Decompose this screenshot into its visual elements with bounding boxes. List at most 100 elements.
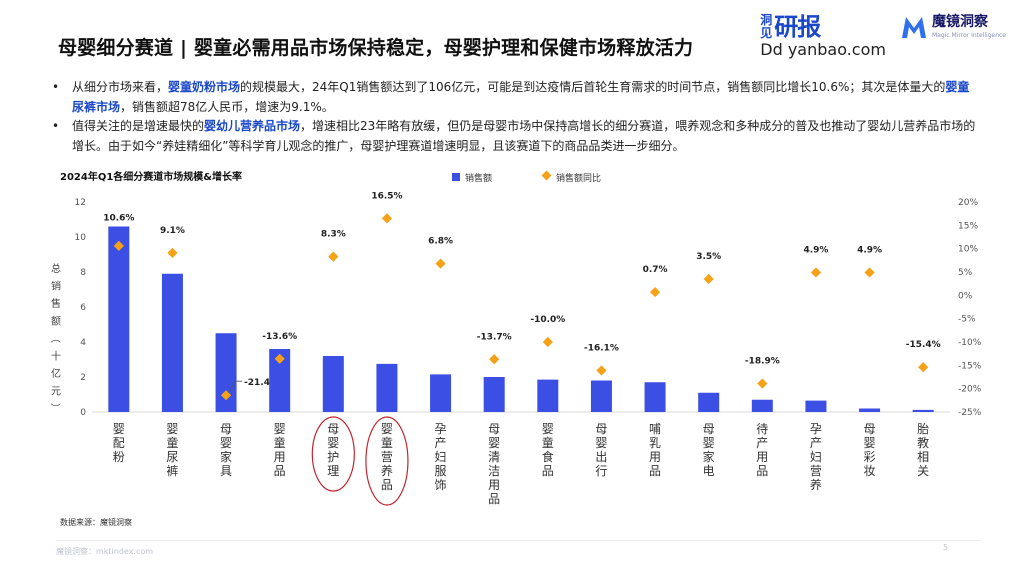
x-category-label-char: 教 bbox=[917, 435, 929, 450]
x-category-label-char: 食 bbox=[542, 449, 554, 464]
legend-bar-swatch bbox=[452, 173, 460, 181]
y-right-tick-label: -10% bbox=[958, 338, 982, 348]
bullet-text: 值得关注的是增速最快的 bbox=[72, 119, 205, 133]
growth-marker bbox=[167, 247, 178, 258]
growth-marker bbox=[381, 213, 393, 224]
footer-divider bbox=[56, 540, 982, 541]
y-left-tick-label: 12 bbox=[75, 198, 86, 208]
growth-marker bbox=[649, 286, 661, 298]
chart-title: 2024年Q1各细分赛道市场规模&增长率 bbox=[60, 170, 242, 183]
bar bbox=[108, 226, 130, 412]
x-category-label-char: 品 bbox=[542, 464, 554, 478]
x-category-label-char: 家 bbox=[220, 449, 232, 464]
x-category-label-char: 母 bbox=[595, 422, 607, 436]
x-category-label-char: 配 bbox=[113, 436, 125, 450]
mojing-logo: 魔镜洞察 Magic Mirror Intelligence bbox=[900, 14, 1006, 40]
growth-marker bbox=[220, 390, 232, 401]
page-title: 母婴细分赛道 | 婴童必需用品市场保持稳定，母婴护理和保健市场释放活力 bbox=[58, 37, 694, 59]
y-right-tick-label: 5% bbox=[958, 268, 973, 278]
highlight-text: 婴幼儿营养品市场 bbox=[204, 119, 301, 133]
y-right-tick-label: -5% bbox=[958, 315, 976, 325]
x-category-label-char: 产 bbox=[435, 436, 447, 450]
growth-data-label: 4.9% bbox=[857, 245, 882, 255]
highlight-text: 婴童奶粉市场 bbox=[168, 80, 241, 94]
y-right-tick-label: 15% bbox=[958, 221, 978, 231]
growth-marker bbox=[810, 267, 822, 278]
bar bbox=[912, 409, 934, 412]
x-category-label-char: 理 bbox=[327, 464, 339, 478]
growth-data-label: -13.6% bbox=[262, 332, 297, 342]
legend-marker-label: 销售额同比 bbox=[556, 172, 601, 184]
x-category-label-char: 胎 bbox=[917, 422, 929, 436]
x-category-label-char: 清 bbox=[488, 450, 500, 464]
mojing-logo-sub: Magic Mirror Intelligence bbox=[931, 32, 1006, 39]
x-category-label-char: 童 bbox=[274, 435, 286, 450]
x-category-label-char: 护 bbox=[327, 450, 339, 464]
logo-block: 洞见 研报 Dd yanbao.com 魔镜洞察 Magic Mirror In… bbox=[760, 14, 1006, 60]
x-category-label-char: 品 bbox=[274, 464, 286, 478]
x-category-label-char: 待 bbox=[756, 422, 768, 436]
growth-data-label: 10.6% bbox=[103, 214, 134, 224]
footer-site: 魔镜洞察：mktindex.com bbox=[56, 547, 154, 556]
y-left-tick-label: 4 bbox=[80, 338, 86, 348]
y-left-tick-label: 10 bbox=[75, 233, 87, 243]
bar bbox=[751, 399, 773, 412]
growth-data-label: 0.7% bbox=[643, 265, 668, 275]
highlight-text: 婴童尿裤市场 bbox=[72, 80, 970, 114]
data-source: 数据来源：魔镜洞察 bbox=[60, 518, 132, 527]
highlight-circle bbox=[365, 416, 409, 506]
x-category-label-char: 产 bbox=[810, 436, 822, 450]
y-axis-title-char: 十 bbox=[51, 350, 61, 363]
y-axis-title-char: 元 bbox=[51, 387, 61, 398]
x-category-label-char: 相 bbox=[917, 450, 929, 464]
dongbao-logo: 洞见 研报 Dd yanbao.com bbox=[760, 13, 886, 60]
y-axis-title-char: 亿 bbox=[51, 367, 61, 380]
growth-data-label: -18.9% bbox=[745, 357, 780, 367]
label-leader-line bbox=[228, 380, 243, 393]
sales-chart: 2024年Q1各细分赛道市场规模&增长率 销售额 销售额同比024681012-25… bbox=[49, 170, 982, 506]
growth-data-label: 4.9% bbox=[803, 245, 828, 255]
x-category-label-char: 婴 bbox=[488, 436, 500, 450]
highlight-circle bbox=[311, 416, 355, 492]
mojing-logo-name: 魔镜洞察 bbox=[931, 14, 988, 30]
x-category-label-char: 乳 bbox=[649, 436, 661, 450]
growth-data-label: 8.3% bbox=[321, 230, 346, 240]
x-category-label-char: 婴 bbox=[864, 436, 876, 450]
x-category-label-char: 母 bbox=[864, 422, 876, 436]
x-category-label-char: 洁 bbox=[488, 464, 500, 478]
x-category-label-char: 妇 bbox=[810, 450, 822, 464]
y-axis-title-char: 额 bbox=[51, 315, 61, 328]
growth-data-label: 9.1% bbox=[160, 226, 185, 236]
x-category-label-char: 品 bbox=[488, 492, 500, 506]
x-category-label-char: 养 bbox=[381, 463, 393, 478]
growth-marker bbox=[435, 258, 446, 269]
x-category-label-char: 尿 bbox=[166, 450, 178, 464]
growth-marker bbox=[542, 336, 553, 348]
bar bbox=[322, 356, 344, 412]
x-category-label-char: 母 bbox=[327, 422, 339, 436]
growth-marker bbox=[757, 378, 768, 389]
x-category-label-char: 母 bbox=[703, 422, 715, 436]
y-right-tick-label: 10% bbox=[958, 245, 978, 255]
bullet-text: 从细分市场来看， bbox=[72, 80, 169, 94]
growth-marker bbox=[596, 365, 607, 376]
y-right-tick-label: -15% bbox=[958, 361, 982, 371]
bullet-text: ，销售额超78亿人民币，增速为9.1%。 bbox=[120, 99, 334, 114]
x-category-label-char: 用 bbox=[756, 450, 768, 464]
growth-data-label: -10.0% bbox=[530, 315, 565, 325]
x-category-label-char: 婴 bbox=[542, 422, 554, 436]
growth-data-label: 6.8% bbox=[428, 237, 453, 247]
bar bbox=[537, 379, 559, 412]
dongbao-logo-domain: Dd yanbao.com bbox=[760, 40, 886, 59]
growth-data-label: 3.5% bbox=[696, 252, 721, 262]
x-category-label-char: 出 bbox=[595, 450, 607, 464]
y-left-tick-label: 0 bbox=[80, 408, 86, 418]
bar bbox=[644, 382, 666, 412]
bar bbox=[161, 273, 183, 412]
growth-marker bbox=[113, 240, 124, 251]
bullet-item: 从细分市场来看，婴童奶粉市场的规模最大，24年Q1销售额达到了106亿元，可能是… bbox=[48, 78, 978, 117]
x-category-label-char: 孕 bbox=[435, 422, 447, 436]
x-category-label-char: 用 bbox=[274, 450, 286, 464]
bullet-item: 值得关注的是增速最快的婴幼儿营养品市场，增速相比23年略有放缓，但仍是母婴市场中… bbox=[48, 117, 978, 156]
dongbao-logo-big-text: 研报 bbox=[774, 13, 821, 41]
